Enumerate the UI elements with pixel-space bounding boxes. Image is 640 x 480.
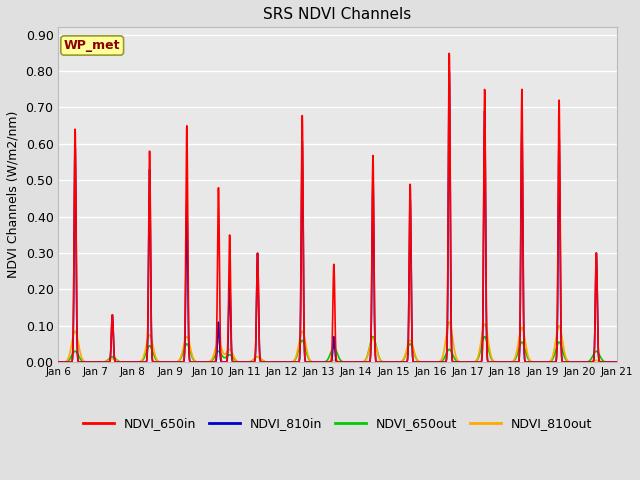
NDVI_650out [276, 359, 284, 365]
NDVI_650out [481, 334, 488, 339]
NDVI_650out [118, 359, 126, 365]
NDVI_810in [602, 359, 610, 365]
NDVI_650in [151, 359, 159, 365]
NDVI_650in [613, 359, 621, 365]
NDVI_650in [293, 359, 301, 365]
NDVI_810out [613, 359, 621, 365]
NDVI_650out [151, 355, 159, 361]
NDVI_810out [276, 359, 284, 365]
NDVI_650in [269, 359, 276, 365]
NDVI_810out [54, 359, 62, 365]
NDVI_650in [118, 359, 126, 365]
NDVI_650in [542, 359, 550, 365]
NDVI_810out [602, 359, 610, 365]
NDVI_810in [276, 359, 284, 365]
NDVI_810out [445, 319, 453, 325]
Text: WP_met: WP_met [64, 39, 120, 52]
NDVI_650out [54, 359, 62, 365]
NDVI_810out [269, 359, 276, 365]
NDVI_810out [118, 359, 126, 365]
NDVI_650out [293, 353, 301, 359]
NDVI_810out [542, 359, 550, 365]
NDVI_810in [293, 359, 301, 365]
Y-axis label: NDVI Channels (W/m2/nm): NDVI Channels (W/m2/nm) [7, 111, 20, 278]
NDVI_810in [151, 359, 159, 365]
NDVI_810in [542, 359, 550, 365]
Line: NDVI_650in: NDVI_650in [58, 53, 617, 362]
Legend: NDVI_650in, NDVI_810in, NDVI_650out, NDVI_810out: NDVI_650in, NDVI_810in, NDVI_650out, NDV… [77, 412, 598, 435]
NDVI_810out [293, 350, 301, 356]
Title: SRS NDVI Channels: SRS NDVI Channels [264, 7, 412, 22]
NDVI_650in [602, 359, 610, 365]
NDVI_650out [542, 359, 550, 365]
NDVI_810out [151, 353, 159, 359]
NDVI_650out [269, 359, 276, 365]
Line: NDVI_650out: NDVI_650out [58, 336, 617, 362]
NDVI_650in [54, 359, 62, 365]
NDVI_650in [445, 50, 453, 56]
NDVI_810in [54, 359, 62, 365]
NDVI_650out [602, 359, 610, 365]
NDVI_650out [613, 359, 621, 365]
NDVI_650in [276, 359, 284, 365]
NDVI_810in [613, 359, 621, 365]
NDVI_810in [269, 359, 276, 365]
Line: NDVI_810out: NDVI_810out [58, 322, 617, 362]
NDVI_810in [118, 359, 126, 365]
NDVI_810in [445, 69, 453, 74]
Line: NDVI_810in: NDVI_810in [58, 72, 617, 362]
